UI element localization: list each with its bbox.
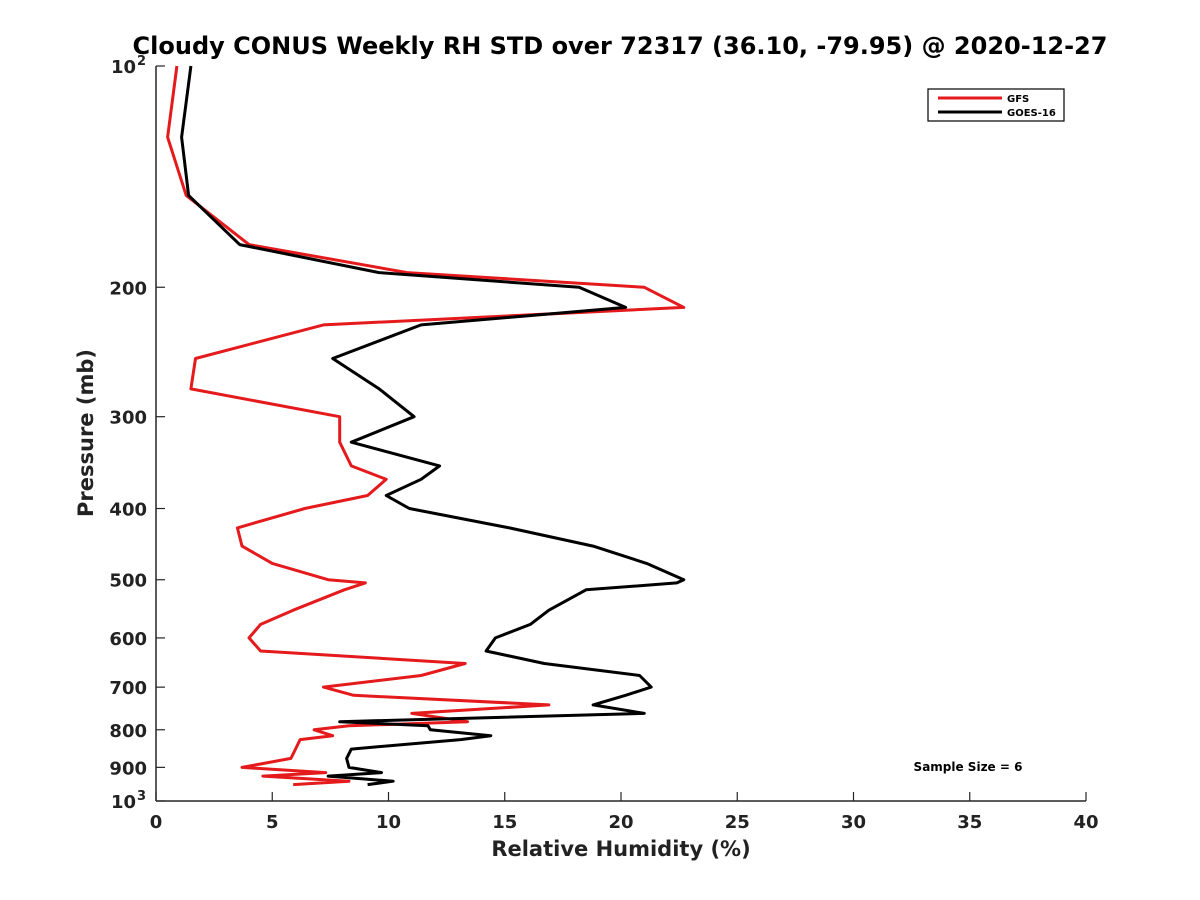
x-tick-label: 10 [376,812,401,833]
y-axis-label: Pressure (mb) [74,349,98,517]
y-tick-label: 800 [109,721,147,742]
y-tick-exponent: 3 [137,789,146,804]
legend-label: GOES-16 [1007,108,1056,119]
x-tick-label: 20 [608,812,633,833]
y-tick-label: 600 [109,629,147,650]
x-tick-label: 15 [492,812,517,833]
series-line-goes-16 [180,65,686,787]
x-tick-label: 5 [266,812,279,833]
y-tick-exponent: 2 [137,54,146,69]
x-axis-label: Relative Humidity (%) [491,837,750,861]
series-lines [166,65,686,787]
y-tick-label: 200 [109,278,147,299]
legend: GFS GOES-16 [927,88,1065,122]
y-tick-label: 700 [109,678,147,699]
sample-size-annotation: Sample Size = 6 [914,760,1023,774]
x-ticks: 0 5 10 15 20 25 30 35 40 [150,792,1099,833]
x-tick-label: 35 [957,812,982,833]
legend-label: GFS [1007,94,1029,105]
y-tick-label: 10 [111,57,136,78]
y-tick-label: 400 [109,500,147,521]
x-tick-label: 0 [150,812,163,833]
series-line-gfs [166,65,686,787]
y-tick-label: 10 [111,792,136,813]
x-tick-label: 30 [841,812,866,833]
y-tick-label: 500 [109,571,147,592]
y-tick-label: 900 [109,758,147,779]
x-tick-label: 40 [1073,812,1098,833]
x-tick-label: 25 [725,812,750,833]
chart-title: Cloudy CONUS Weekly RH STD over 72317 (3… [133,32,1108,60]
legend-box [927,88,1065,122]
plot-area [155,66,1086,802]
y-tick-label: 300 [109,408,147,429]
